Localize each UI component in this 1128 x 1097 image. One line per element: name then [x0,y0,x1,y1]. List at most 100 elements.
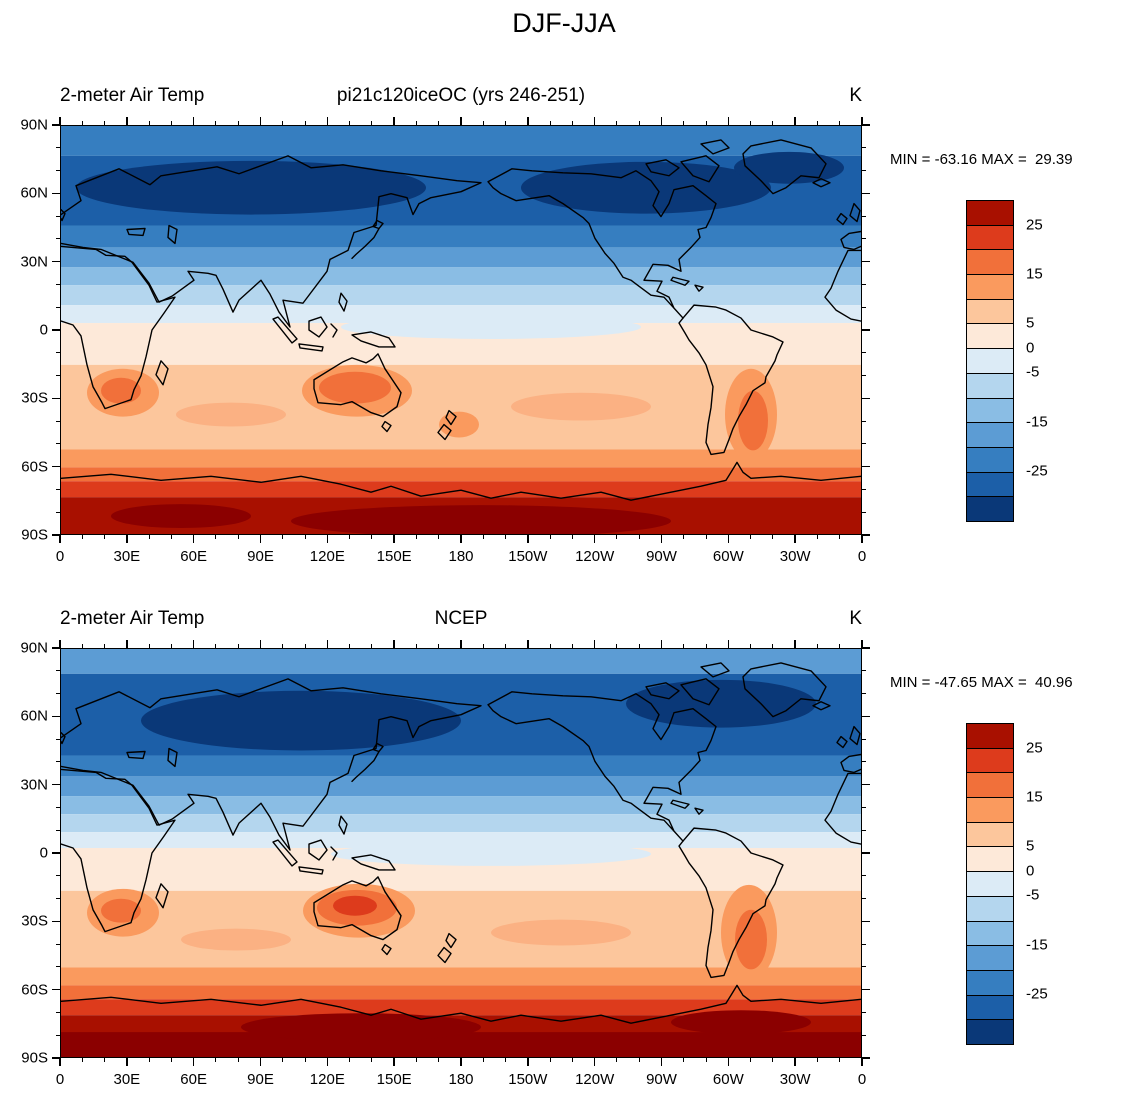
x-axis-tick [59,535,61,543]
x-axis-tick [772,1058,774,1062]
lon-tick-label: 0 [55,548,65,565]
x-axis-tick [816,535,818,539]
x-axis-tick [393,1058,395,1066]
lon-tick-label: 90E [247,548,274,565]
colorbar-cell [967,423,1013,448]
x-axis-tick [660,535,663,543]
lat-tick-label: 60N [20,707,48,725]
y-axis-tick [862,988,870,991]
x-axis-tick [638,535,640,539]
x-axis-tick [237,1058,239,1062]
lon-tick-label: 150W [508,1071,548,1088]
panel-dataset-title: pi21c120iceOC (yrs 246-251) [336,85,586,106]
panel-titles: 2-meter Air Temp NCEP K [60,608,862,630]
x-axis-tick [148,1058,150,1062]
lat-tick-label: 90S [21,526,48,544]
y-axis-tick [52,124,60,126]
x-axis-tick [104,535,106,539]
y-axis-tick [52,192,60,195]
colorbar-cell [967,275,1013,300]
lat-tick-label: 60S [21,981,48,999]
x-axis-tick [527,535,529,543]
x-axis-tick [326,1058,329,1066]
map-plot-area [60,125,862,535]
y-axis-tick [862,920,870,923]
y-axis-tick [862,715,870,718]
x-axis-tick [192,535,195,543]
y-axis-tick [862,397,870,400]
y-axis-tick [52,920,60,923]
x-axis-tick [861,117,863,125]
x-axis-tick [415,1058,417,1062]
lat-tick-label: 30S [21,912,48,930]
x-axis-tick [126,640,128,648]
colorbar-cell [967,970,1013,996]
colorbar-cell [967,225,1013,251]
x-axis-tick [683,1058,685,1062]
lat-tick-label: 60N [20,184,48,202]
x-axis-tick [460,117,462,125]
lon-tick-label: 30E [113,1071,141,1088]
y-axis-tick [862,488,866,490]
lat-tick-label: 30N [20,776,48,794]
x-axis-tick [527,640,529,648]
temp-bands [61,126,861,534]
x-axis-tick [660,1058,663,1066]
colorbar-label: -25 [1026,462,1048,480]
colorbar-label: -15 [1026,936,1048,954]
colorbar-cell [967,724,1013,749]
panel-dataset-title: NCEP [434,608,488,629]
x-axis-tick [237,535,239,539]
lon-tick-label: 150W [508,548,548,565]
colorbar-cell [967,921,1013,947]
y-axis-tick [862,738,866,740]
x-axis-tick [727,1058,730,1066]
x-axis-tick [104,1058,106,1062]
lat-tick-label: 60S [21,458,48,476]
colorbar-cell [967,349,1013,374]
x-axis-tick [727,640,730,648]
x-axis-tick [349,1058,351,1062]
lat-tick-label: 0 [39,844,48,862]
y-axis-tick [52,715,60,718]
x-axis-tick [215,1058,217,1062]
lon-tick-label: 120E [309,548,345,565]
colorbar-label: -15 [1026,413,1048,431]
x-axis-tick [839,1058,841,1062]
x-axis-tick [571,1058,573,1062]
y-axis-tick [52,988,60,991]
x-axis-tick [215,535,217,539]
lon-tick-label: 120W [575,1071,615,1088]
y-axis-tick [862,852,870,854]
temperature-map [61,649,861,1057]
y-axis-tick [862,806,866,808]
x-axis-tick [192,640,195,648]
colorbar [966,723,1014,1045]
lat-tick-label: 0 [39,321,48,339]
x-axis-tick [482,535,484,539]
x-axis-tick [148,535,150,539]
y-axis-tick [862,1011,866,1013]
y-axis-tick [862,352,866,354]
panel-variable-title: 2-meter Air Temp [60,608,205,629]
y-axis-tick [862,943,866,945]
x-axis-tick [861,535,863,543]
x-axis-tick [126,1058,128,1066]
x-axis-tick [616,1058,618,1062]
colorbar-label: 0 [1026,339,1035,357]
lon-tick-label: 90W [646,1071,677,1088]
y-axis-tick [52,260,60,263]
x-axis-tick [415,535,417,539]
x-axis-tick [192,117,195,125]
colorbar-cell [967,995,1013,1021]
x-axis-tick [393,535,395,543]
lat-tick-label: 30N [20,253,48,271]
x-axis-tick [259,640,262,648]
x-axis-tick [571,535,573,539]
colorbar-cell [967,748,1013,774]
x-axis-tick [304,1058,306,1062]
y-axis-tick [862,829,866,831]
min-max-stats: MIN = -63.16 MAX = 29.39 [890,151,1073,168]
x-axis-tick [683,535,685,539]
x-axis-tick [505,535,507,539]
